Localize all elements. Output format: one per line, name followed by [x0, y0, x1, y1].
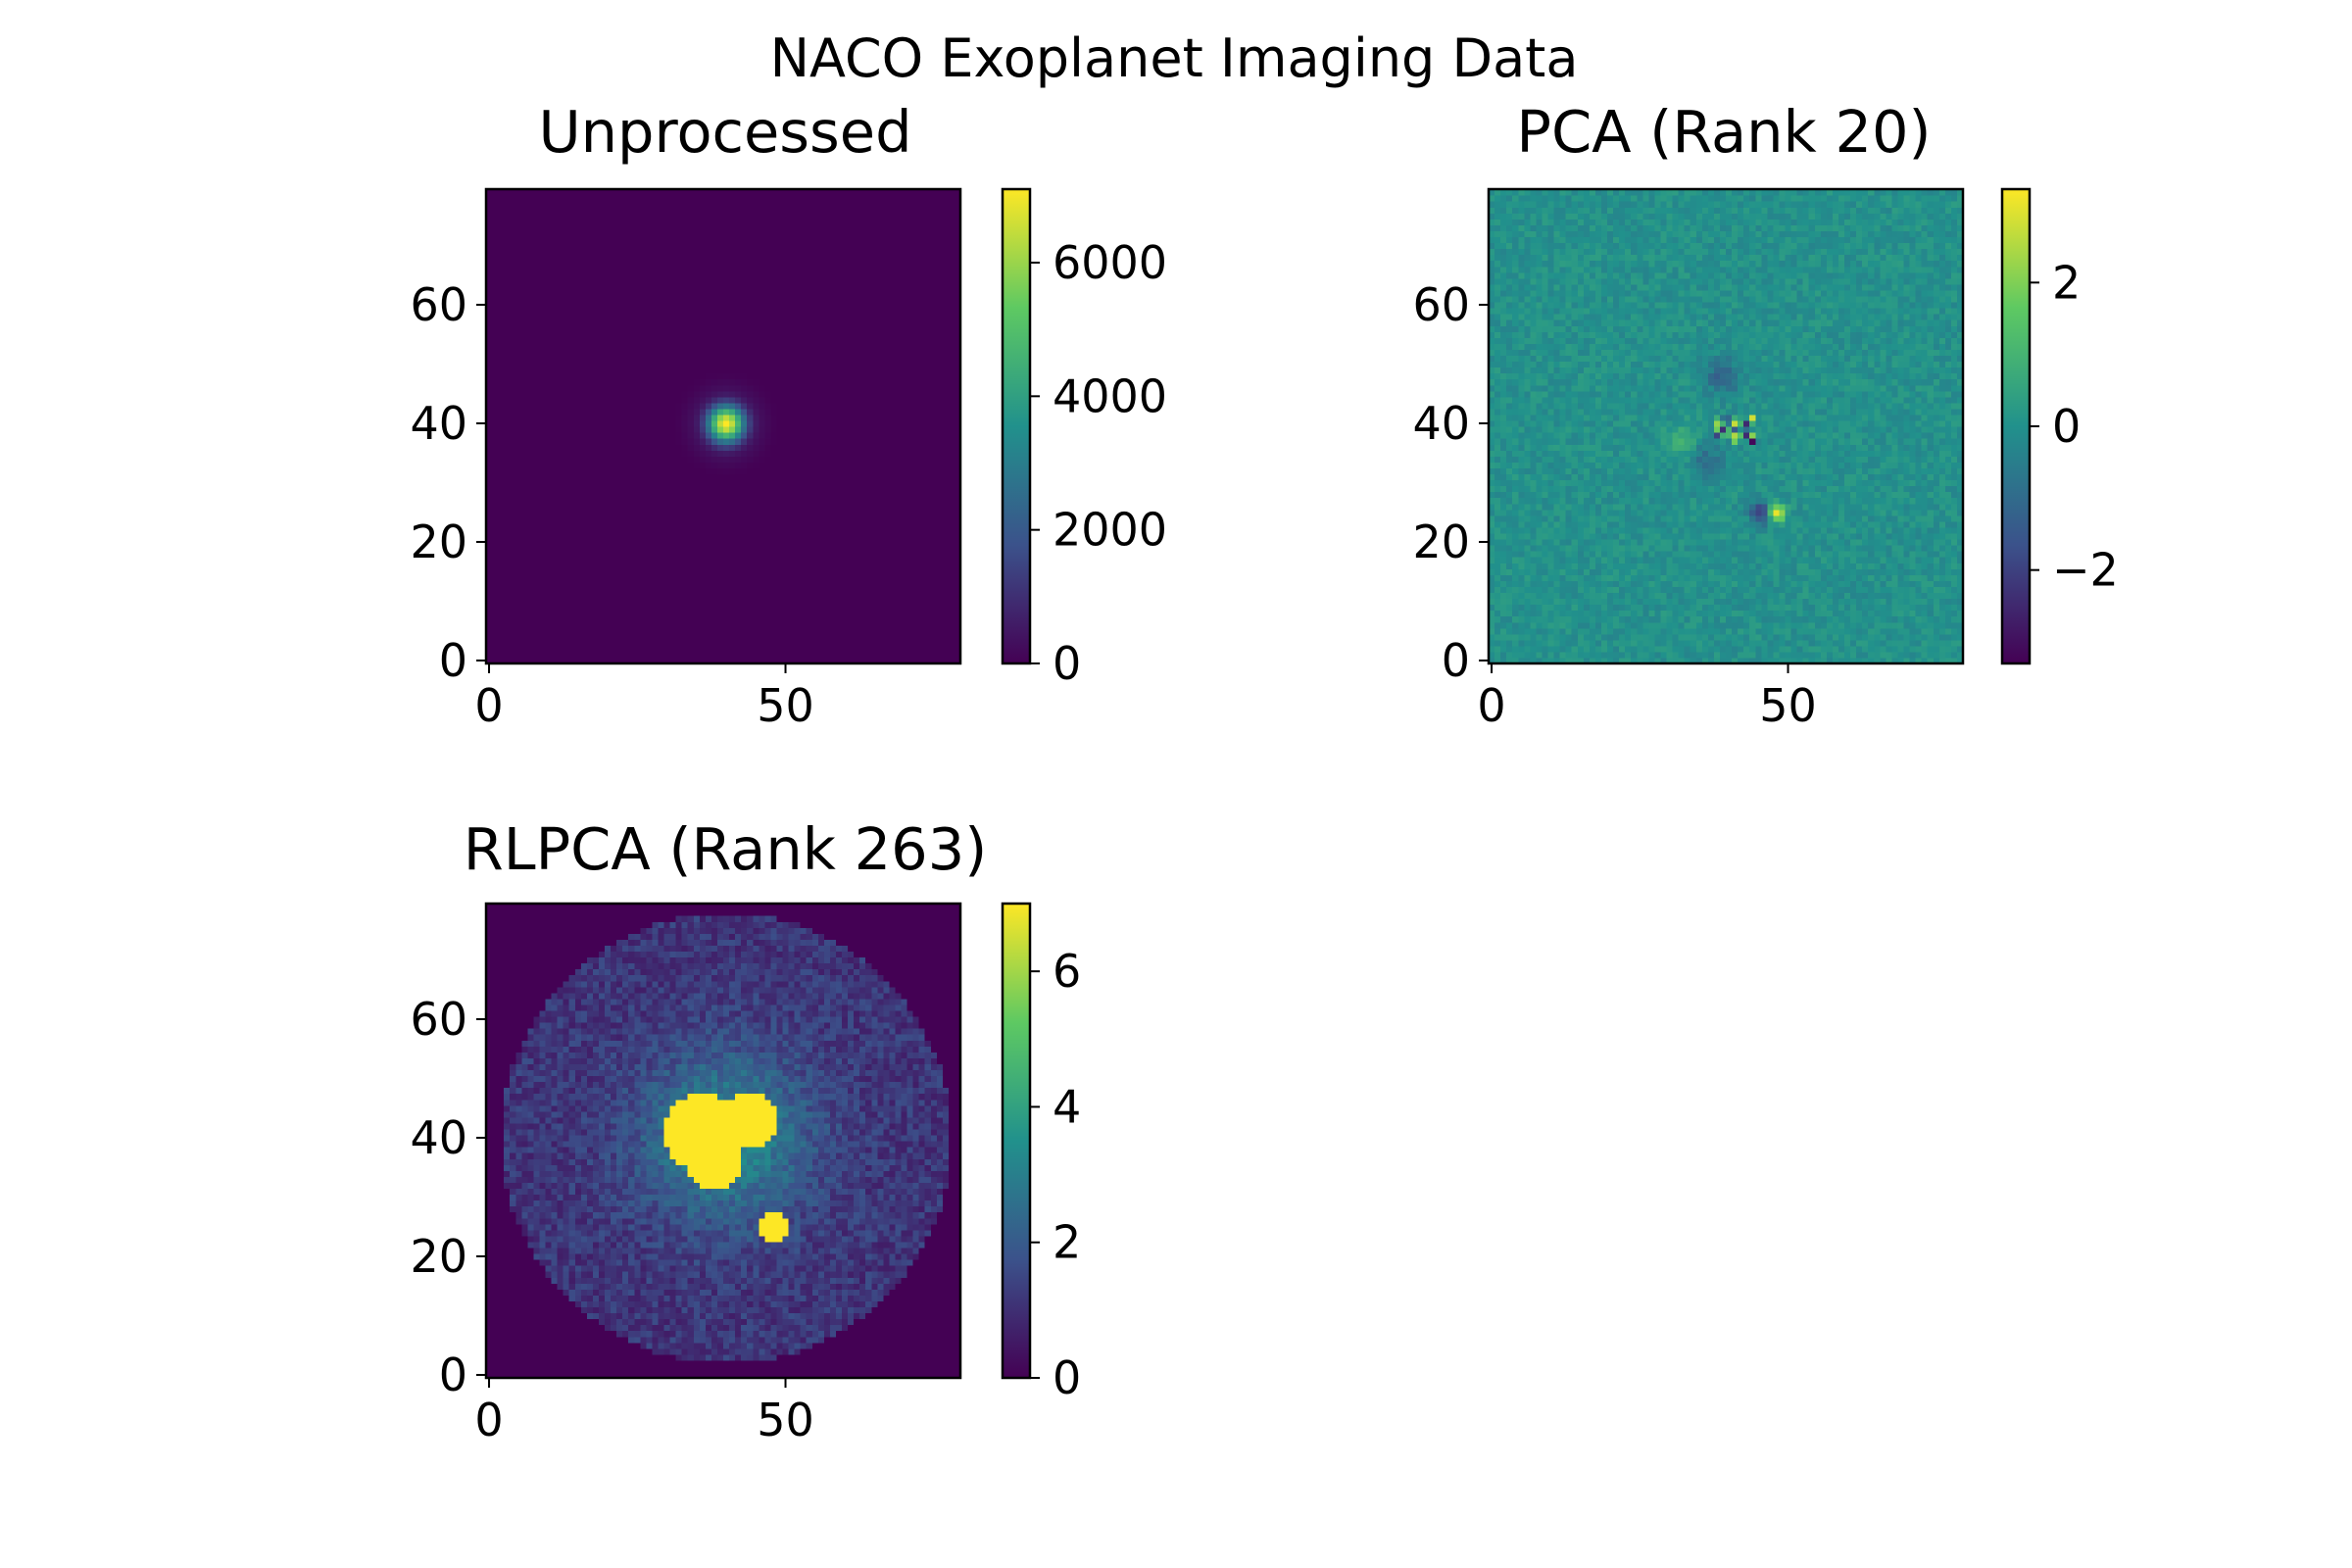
colorbar [1001, 902, 1032, 1380]
colorbar-tick-label: 2 [1053, 1216, 1081, 1269]
panel-1: Unprocessed 0 50 0 20 40 60 0 2000 4000 6000 [410, 98, 1167, 732]
y-tick-label: 20 [410, 1230, 467, 1283]
figure-suptitle: NACO Exoplanet Imaging Data [770, 27, 1579, 89]
x-tick-label: 50 [757, 1394, 814, 1446]
panel-3: RLPCA (Rank 263) 0 50 0 20 40 60 0 2 4 6 [410, 815, 1081, 1446]
colorbar-tick-label: 2 [2052, 256, 2081, 309]
y-tick-label: 0 [1442, 634, 1470, 687]
x-tick-label: 50 [757, 679, 814, 732]
x-tick-label: 0 [474, 679, 503, 732]
colorbar [1001, 187, 1032, 665]
x-tick-label: 50 [1759, 679, 1817, 732]
colorbar-tick-label: −2 [2052, 544, 2119, 597]
panel-title: PCA (Rank 20) [1516, 98, 1931, 166]
axes-frame [1487, 187, 1965, 665]
y-tick-label: 40 [1412, 397, 1470, 450]
x-tick-label: 0 [474, 1394, 503, 1446]
y-tick-label: 40 [410, 1111, 467, 1164]
colorbar-tick-label: 6 [1053, 945, 1081, 998]
y-tick-label: 40 [410, 397, 467, 450]
colorbar-tick-label: 4 [1053, 1080, 1081, 1133]
y-tick-label: 60 [410, 993, 467, 1046]
y-tick-label: 60 [1412, 278, 1470, 331]
colorbar-tick-label: 6000 [1053, 236, 1167, 289]
y-tick-label: 0 [439, 1348, 467, 1401]
axes-frame [484, 902, 962, 1380]
heatmap-image [1489, 189, 1964, 664]
y-tick-label: 20 [410, 515, 467, 568]
heatmap-image [486, 189, 961, 664]
panel-title: RLPCA (Rank 263) [464, 815, 988, 883]
x-tick-label: 0 [1477, 679, 1505, 732]
colorbar-tick-label: 4000 [1053, 369, 1167, 422]
panel-2: PCA (Rank 20) 0 50 0 20 40 60 −2 0 2 [1412, 98, 2118, 732]
axes-frame [484, 187, 962, 665]
y-tick-label: 20 [1412, 515, 1470, 568]
y-tick-label: 0 [439, 634, 467, 687]
heatmap-image [486, 904, 961, 1379]
colorbar-tick-label: 0 [1053, 637, 1081, 690]
y-tick-label: 60 [410, 278, 467, 331]
colorbar-tick-label: 0 [1053, 1351, 1081, 1404]
colorbar [2000, 187, 2032, 665]
colorbar-tick-label: 2000 [1053, 504, 1167, 557]
panel-title: Unprocessed [538, 98, 911, 166]
colorbar-tick-label: 0 [2052, 400, 2081, 453]
